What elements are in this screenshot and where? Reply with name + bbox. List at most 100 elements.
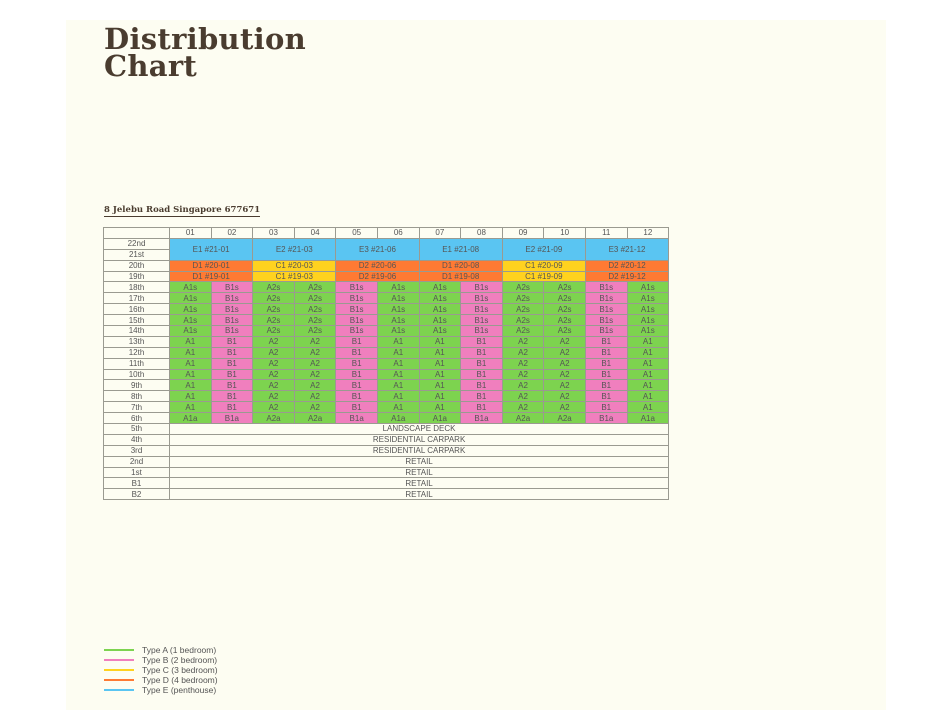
unit-cell: A1 [418,368,462,381]
unit-cell: B1 [460,346,503,359]
unit-cell: B1s [584,314,628,327]
unit-cell: A2s [293,303,337,316]
unit-cell: A1 [376,390,420,403]
table-row: 12th A1 B1 A2 A2 B1 A1 A1 B1 A2 A2 B1 A1 [103,346,670,359]
unit-cell: B1 [584,357,628,370]
unit-cell: B1s [584,292,628,305]
legend-swatch [104,689,134,691]
floor-label: 7th [103,401,170,414]
unit-cell: A1 [169,401,212,414]
unit-cell: A1s [418,292,462,305]
unit-column-header: 06 [376,227,420,239]
table-row: 3rd RESIDENTIAL CARPARK [103,444,670,457]
unit-cell: B1a [210,412,254,425]
unit-cell: A1 [376,357,420,370]
floor-label: 4th [103,433,170,446]
table-row: 19th D1 #19-01 C1 #19-03 D2 #19-06 D1 #19-08… [103,270,670,283]
unit-cell: A2a [252,412,295,425]
unit-cell: A2 [252,401,295,414]
unit-cell: B1 [584,379,628,392]
unit-cell: E3 #21-12 [584,237,670,261]
unit-cell: B1 [210,390,254,403]
unit-cell: A2 [293,390,337,403]
unit-cell: B1 [210,368,254,381]
unit-column-header: 12 [626,227,670,239]
table-row: B2 RETAIL [103,488,670,501]
unit-cell: A1 [418,357,462,370]
unit-cell: B1a [584,412,628,425]
floor-label: 13th [103,335,170,348]
unit-cell: A1s [626,303,670,316]
floor-label: 3rd [103,444,170,457]
legend-item: Type D (4 bedroom) [104,675,218,685]
unit-cell: A2s [501,314,545,327]
unit-cell: A2a [543,412,586,425]
unit-cell: B1 [210,379,254,392]
table-row: 10th A1 B1 A2 A2 B1 A1 A1 B1 A2 A2 B1 A1 [103,368,670,381]
title-line-2: Chart [104,49,198,83]
unit-cell: B1 [460,401,503,414]
unit-cell: B1 [335,368,378,381]
unit-column-header: 03 [252,227,295,239]
table-row: 18th A1s B1s A2s A2s B1s A1s A1s B1s A2s A2s B1s A1s [103,281,670,294]
unit-cell: A1 [376,335,420,348]
common-area-cell: RETAIL [168,455,670,468]
unit-cell: A1 [376,379,420,392]
unit-cell: A1 [169,368,212,381]
unit-cell: C1 #20-09 [501,259,586,272]
table-row: 8th A1 B1 A2 A2 B1 A1 A1 B1 A2 A2 B1 A1 [103,390,670,403]
unit-cell: A1 [376,346,420,359]
unit-cell: A2s [543,314,586,327]
table-row: 22nd E1 #21-01 E2 #21-03 E3 #21-06 E1 #21-08… [103,237,670,261]
floor-label: 11th [103,357,170,370]
unit-cell: B1a [460,412,503,425]
table-row: 20th D1 #20-01 C1 #20-03 D2 #20-06 D1 #20-08… [103,259,670,272]
unit-cell: B1s [584,325,628,337]
unit-cell: B1s [584,281,628,294]
table-row: 16th A1s B1s A2s A2s B1s A1s A1s B1s A2s A2s B1s A1s [103,303,670,316]
table-row: 5th LANDSCAPE DECK [103,423,670,435]
unit-cell: A2 [543,379,586,392]
unit-cell: B1s [210,292,254,305]
unit-cell: A2 [501,357,545,370]
unit-cell: B1s [460,303,503,316]
unit-cell: A1a [376,412,420,425]
unit-cell: A1 [169,379,212,392]
unit-cell: A2 [252,346,295,359]
unit-cell: A1s [418,303,462,316]
unit-cell: C1 #19-09 [501,270,586,283]
unit-cell: A2s [543,281,586,294]
unit-cell: A1s [626,314,670,327]
unit-cell: B1 [335,346,378,359]
common-area-cell: RESIDENTIAL CARPARK [168,433,670,446]
floor-label: B2 [103,488,170,501]
unit-cell: A2a [293,412,337,425]
floor-label: 22nd [103,237,170,250]
common-area-cell: RETAIL [168,488,670,501]
unit-cell: A2s [252,325,295,337]
unit-cell: A1s [418,281,462,294]
unit-cell: A1a [626,412,670,425]
legend-label: Type B (2 bedroom) [142,655,218,665]
unit-cell: A2 [543,401,586,414]
unit-cell: B1 [335,357,378,370]
unit-cell: E2 #21-09 [501,237,586,261]
unit-cell: A1s [169,303,212,316]
unit-column-header: 02 [210,227,254,239]
unit-cell: D1 #20-08 [418,259,503,272]
unit-cell: A1s [626,325,670,337]
unit-cell: A2s [293,314,337,327]
unit-cell: A1 [376,401,420,414]
table-row: B1 RETAIL [103,477,670,490]
floor-label: 14th [103,325,170,337]
unit-cell: A2 [501,390,545,403]
unit-cell: E1 #21-08 [418,237,503,261]
floor-label: 10th [103,368,170,381]
table-row: 4th RESIDENTIAL CARPARK [103,433,670,446]
unit-cell: A2 [501,335,545,348]
unit-cell: A2s [501,281,545,294]
floor-label: 9th [103,379,170,392]
unit-cell: A1 [626,357,670,370]
unit-cell: A2s [252,303,295,316]
table-row: 13th A1 B1 A2 A2 B1 A1 A1 B1 A2 A2 B1 A1 [103,335,670,348]
